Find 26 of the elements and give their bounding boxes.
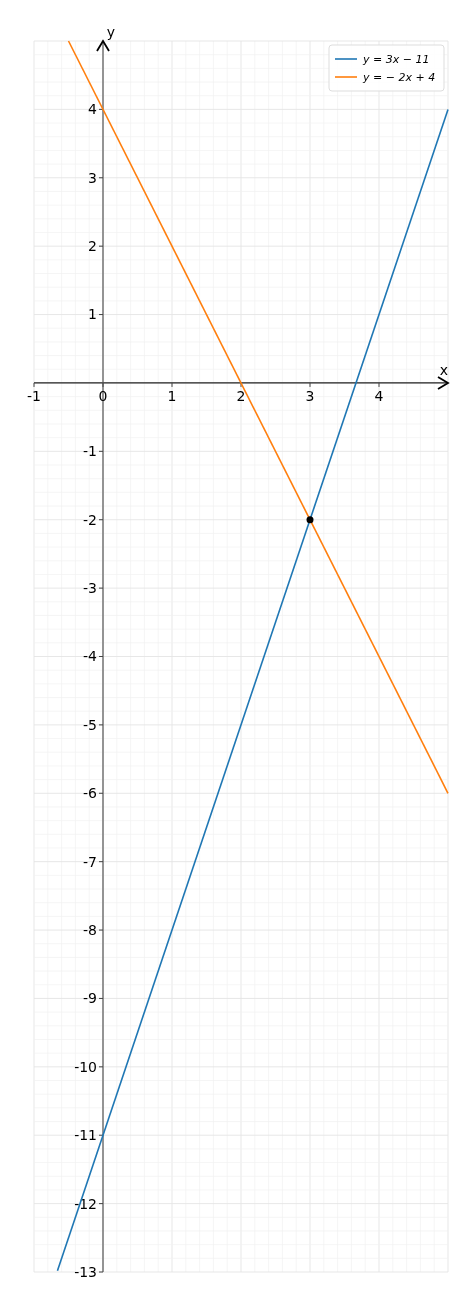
x-axis-title: x (439, 361, 449, 378)
y-tick-label: -4 (83, 648, 98, 665)
legend-label: y = − 2x + 4 (362, 70, 436, 84)
y-tick-label: 3 (88, 169, 97, 186)
y-tick-label: -13 (74, 1263, 97, 1280)
x-tick-label: 3 (305, 387, 315, 404)
y-tick-label: -2 (83, 511, 97, 528)
y-tick-label: -1 (83, 443, 97, 460)
x-tick-label: -1 (27, 387, 41, 404)
y-tick-label: -6 (83, 785, 98, 802)
y-tick-label: 2 (88, 238, 97, 255)
y-tick-label: -10 (74, 1058, 97, 1075)
y-tick-label: -5 (83, 716, 97, 733)
legend-label: y = 3x − 11 (362, 52, 430, 66)
y-tick-label: -8 (83, 921, 97, 938)
y-tick-label: -3 (83, 580, 97, 597)
y-axis-title: y (106, 24, 116, 40)
x-tick-label: 0 (98, 387, 108, 404)
x-tick-label: 2 (236, 387, 246, 404)
y-tick-label: 1 (88, 306, 97, 323)
y-tick-label: -7 (83, 853, 97, 870)
x-tick-label: 1 (167, 387, 177, 404)
y-tick-label: -11 (74, 1127, 97, 1144)
y-tick-label: 4 (88, 101, 98, 118)
y-tick-label: -9 (83, 990, 97, 1007)
x-tick-label: 4 (374, 387, 384, 404)
